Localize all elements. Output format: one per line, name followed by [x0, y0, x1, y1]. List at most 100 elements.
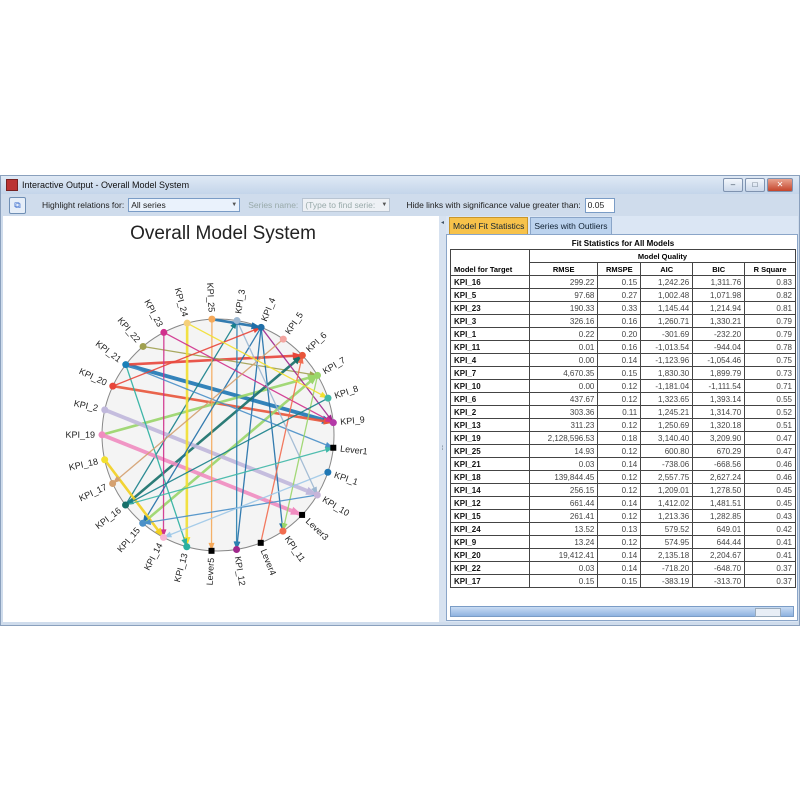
cell-aic: 1,250.69 — [640, 418, 694, 432]
node-KPI_11[interactable] — [279, 527, 287, 535]
node-KPI_23[interactable] — [160, 328, 168, 336]
node-KPI_14[interactable] — [159, 533, 167, 541]
node-KPI_1[interactable] — [324, 468, 332, 476]
cell-rmse: 437.67 — [528, 392, 599, 406]
cell-bic: -944.04 — [692, 340, 746, 354]
cell-target: KPI_13 — [450, 418, 530, 432]
node-Lever5[interactable] — [208, 547, 215, 554]
node-label: Lever3 — [304, 516, 331, 542]
edge-KPI_22-KPI_7[interactable] — [142, 345, 318, 377]
cell-rmspe: 0.15 — [597, 275, 642, 289]
node-KPI_22[interactable] — [139, 342, 147, 350]
node-KPI_7[interactable] — [314, 371, 322, 379]
cell-rmspe: 0.16 — [597, 314, 642, 328]
edge-KPI_18-KPI_14[interactable] — [103, 458, 165, 539]
cell-rmspe: 0.12 — [597, 379, 642, 393]
edge-KPI_8-KPI_16[interactable] — [125, 397, 329, 506]
node-KPI_25[interactable] — [208, 315, 216, 323]
node-Lever4[interactable] — [257, 539, 264, 546]
cell-aic: 2,557.75 — [640, 470, 694, 484]
series-name-input[interactable]: (Type to find serie: ▼ — [302, 198, 391, 212]
edge-KPI_16-Lever1[interactable] — [125, 447, 334, 506]
cell-target: KPI_19 — [450, 431, 530, 445]
edge-KPI_2-KPI_10[interactable] — [104, 408, 319, 497]
node-KPI_19[interactable] — [98, 431, 106, 439]
cell-rmspe: 0.12 — [597, 392, 642, 406]
cell-aic: 1,242.26 — [640, 275, 694, 289]
cell-aic: 1,213.36 — [640, 509, 694, 523]
cell-rmspe: 0.14 — [597, 548, 642, 562]
node-KPI_20[interactable] — [109, 382, 117, 390]
node-KPI_6[interactable] — [298, 351, 306, 359]
edge-KPI_5-KPI_17[interactable] — [112, 338, 284, 485]
edge-KPI_7-KPI_11[interactable] — [282, 375, 319, 532]
node-KPI_17[interactable] — [109, 480, 117, 488]
table-row: KPI_10 0.00 0.12 -1,181.04 -1,111.54 0.71 — [450, 379, 796, 393]
column-header: RMSPE — [597, 262, 642, 276]
close-button[interactable]: ✕ — [767, 178, 793, 192]
horizontal-scrollbar[interactable] — [450, 606, 794, 617]
edge-KPI_1-KPI_14[interactable] — [163, 471, 329, 538]
edge-KPI_23-KPI_9[interactable] — [163, 331, 334, 424]
cell-rmse: 326.16 — [528, 314, 599, 328]
edge-Lever4-KPI_6[interactable] — [260, 355, 303, 543]
scrollbar-thumb[interactable] — [755, 608, 781, 617]
arrowhead — [305, 486, 318, 495]
node-KPI_13[interactable] — [183, 543, 191, 551]
edge-KPI_21-KPI_6[interactable] — [125, 354, 303, 366]
tab-model-fit-statistics[interactable]: Model Fit Statistics — [449, 217, 529, 234]
cell-rmse: 661.44 — [528, 496, 599, 510]
node-label: KPI_19 — [65, 430, 95, 440]
edge-KPI_20-KPI_9[interactable] — [112, 384, 334, 424]
significance-input[interactable]: 0.05 — [584, 197, 615, 213]
node-KPI_10[interactable] — [313, 491, 321, 499]
edge-KPI_19-Lever3[interactable] — [101, 432, 303, 517]
title-bar: Interactive Output - Overall Model Syste… — [1, 176, 799, 194]
edge-KPI_3-KPI_10[interactable] — [236, 320, 318, 496]
edge-KPI_4-KPI_11[interactable] — [260, 327, 284, 532]
edge-KPI_20-KPI_4[interactable] — [112, 326, 262, 387]
panel-splitter[interactable]: ◂ ⁞ — [439, 216, 446, 622]
arrowhead — [160, 529, 167, 538]
app-icon — [6, 179, 18, 191]
edge-KPI_16-KPI_6[interactable] — [124, 354, 304, 507]
node-KPI_15[interactable] — [139, 519, 147, 527]
highlight-relations-select[interactable]: All series ▼ — [128, 198, 241, 212]
edge-KPI_10-KPI_15[interactable] — [142, 494, 318, 524]
cell-aic: 600.80 — [640, 444, 694, 458]
node-KPI_18[interactable] — [101, 456, 109, 464]
node-KPI_12[interactable] — [233, 546, 241, 554]
cell-target: KPI_21 — [450, 457, 530, 471]
minimize-button[interactable]: – — [723, 178, 743, 192]
edge-KPI_21-KPI_13[interactable] — [125, 364, 188, 547]
node-KPI_4[interactable] — [257, 323, 265, 331]
node-label: KPI_15 — [115, 525, 142, 554]
edge-KPI_4-KPI_15[interactable] — [142, 326, 262, 524]
cell-r-square: 0.42 — [744, 522, 796, 536]
node-KPI_2[interactable] — [101, 406, 109, 414]
edge-KPI_24-KPI_8[interactable] — [186, 322, 329, 399]
node-KPI_24[interactable] — [183, 319, 191, 327]
edge-KPI_4-KPI_9[interactable] — [260, 326, 334, 424]
cell-rmse: 14.93 — [528, 444, 599, 458]
edge-KPI_16-KPI_3[interactable] — [124, 320, 238, 506]
copy-icon[interactable]: ⧉ — [9, 196, 26, 214]
node-KPI_5[interactable] — [279, 335, 287, 343]
node-KPI_3[interactable] — [233, 317, 241, 325]
maximize-button[interactable]: □ — [745, 178, 765, 192]
cell-target: KPI_22 — [450, 561, 530, 575]
table-row: KPI_15 261.41 0.12 1,213.36 1,282.85 0.43 — [450, 509, 796, 523]
node-Lever1[interactable] — [330, 444, 337, 451]
column-header: RMSE — [528, 262, 599, 276]
node-KPI_8[interactable] — [324, 394, 332, 402]
cell-rmspe: 0.14 — [597, 457, 642, 471]
node-KPI_16[interactable] — [122, 501, 130, 509]
node-KPI_9[interactable] — [329, 419, 337, 427]
tab-series-with-outliers[interactable]: Series with Outliers — [530, 217, 612, 234]
node-Lever3[interactable] — [299, 511, 306, 518]
cell-r-square: 0.37 — [744, 561, 796, 575]
edge-KPI_21-Lever1[interactable] — [125, 364, 334, 449]
cell-rmse: 0.03 — [528, 561, 599, 575]
node-KPI_21[interactable] — [122, 361, 130, 369]
